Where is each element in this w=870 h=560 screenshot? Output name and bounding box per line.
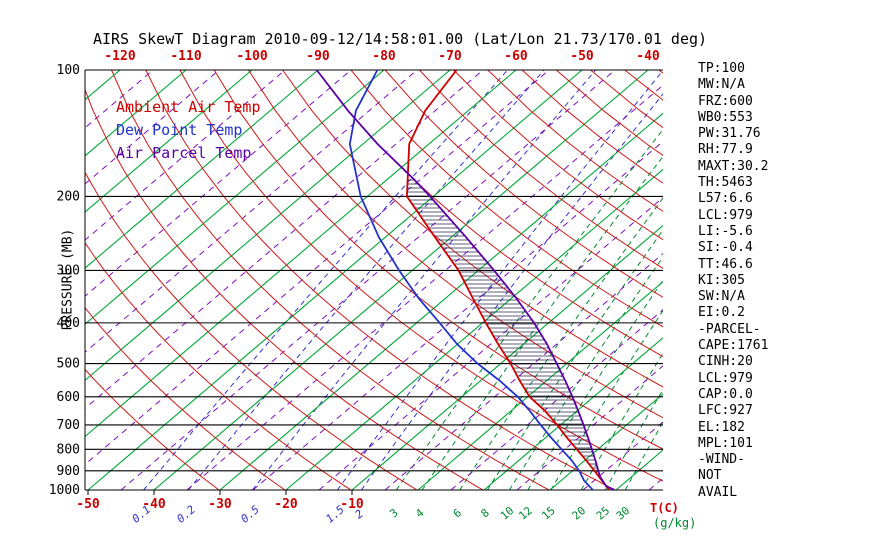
stat-line: LI:-5.6: [698, 223, 753, 239]
stat-line: -PARCEL-: [698, 321, 761, 337]
stats-panel: TP:100 MW:N/A FRZ:600 WB0:553 PW:31.76 RH:77.…: [698, 61, 768, 501]
stat-line: L57:6.6: [698, 191, 753, 207]
svg-text:500: 500: [57, 357, 80, 372]
legend-dew-point-temp: Dew Point Temp: [116, 121, 243, 139]
svg-text:3: 3: [387, 506, 400, 520]
svg-text:0.2: 0.2: [174, 503, 198, 526]
svg-text:-70: -70: [438, 49, 462, 64]
svg-text:20: 20: [570, 504, 589, 522]
stat-line: LFC:927: [698, 403, 753, 419]
stat-line: MAXT:30.2: [698, 158, 769, 174]
svg-text:0.5: 0.5: [238, 503, 262, 526]
legend-air-parcel-temp: Air Parcel Temp: [116, 144, 252, 162]
stat-line: WB0:553: [698, 109, 753, 125]
svg-text:700: 700: [57, 418, 80, 433]
svg-text:1000: 1000: [49, 483, 80, 498]
svg-text:10: 10: [498, 504, 517, 522]
stat-line: RH:77.9: [698, 142, 753, 158]
stat-line: AVAIL: [698, 484, 738, 500]
svg-text:900: 900: [57, 464, 80, 479]
temp-unit-label: T(C): [650, 501, 679, 515]
mix-unit-label: (g/kg): [653, 516, 697, 530]
svg-text:-110: -110: [170, 49, 201, 64]
svg-text:-20: -20: [274, 497, 298, 512]
stat-line: CAPE:1761: [698, 338, 769, 354]
stat-line: -WIND-: [698, 452, 745, 468]
svg-text:-50: -50: [76, 497, 100, 512]
svg-text:800: 800: [57, 442, 80, 457]
stat-line: EL:182: [698, 419, 745, 435]
legend-ambient-air-temp: Ambient Air Temp: [116, 98, 261, 116]
svg-text:100: 100: [57, 63, 80, 78]
chart-title: AIRS SkewT Diagram 2010-09-12/14:58:01.0…: [92, 30, 708, 48]
svg-text:30: 30: [614, 504, 633, 522]
svg-text:600: 600: [57, 390, 80, 405]
stat-line: MPL:101: [698, 435, 753, 451]
svg-text:8: 8: [478, 506, 491, 520]
stat-line: TH:5463: [698, 175, 753, 191]
stat-line: PW:31.76: [698, 126, 761, 142]
stat-line: KI:305: [698, 272, 745, 288]
stat-line: EI:0.2: [698, 305, 745, 321]
stat-line: MW:N/A: [698, 77, 745, 93]
svg-text:-100: -100: [236, 49, 267, 64]
svg-text:6: 6: [451, 506, 464, 520]
stat-line: NOT: [698, 468, 722, 484]
stat-line: LCL:979: [698, 370, 753, 386]
svg-text:-40: -40: [636, 49, 660, 64]
svg-text:-80: -80: [372, 49, 396, 64]
svg-text:-10: -10: [340, 497, 364, 512]
svg-text:-60: -60: [504, 49, 528, 64]
stat-line: CAP:0.0: [698, 386, 753, 402]
svg-text:-40: -40: [142, 497, 166, 512]
stat-line: TT:46.6: [698, 256, 753, 272]
svg-text:4: 4: [413, 506, 427, 520]
svg-text:25: 25: [594, 504, 613, 522]
svg-text:-30: -30: [208, 497, 232, 512]
svg-text:-120: -120: [104, 49, 135, 64]
svg-text:12: 12: [516, 504, 535, 522]
stat-line: SI:-0.4: [698, 240, 753, 256]
stat-line: TP:100: [698, 61, 745, 76]
stat-line: CINH:20: [698, 354, 753, 370]
svg-text:-50: -50: [570, 49, 594, 64]
stat-line: LCL:979: [698, 207, 753, 223]
pressure-axis-label: PRESSURE (MB): [60, 228, 76, 331]
legend: Ambient Air Temp Dew Point Temp Air Parc…: [116, 96, 261, 165]
svg-text:300: 300: [57, 263, 80, 278]
svg-text:200: 200: [57, 189, 80, 204]
stat-line: SW:N/A: [698, 289, 745, 305]
svg-text:-90: -90: [306, 49, 330, 64]
svg-text:400: 400: [57, 316, 80, 331]
svg-text:15: 15: [539, 504, 558, 522]
stat-line: FRZ:600: [698, 93, 753, 109]
